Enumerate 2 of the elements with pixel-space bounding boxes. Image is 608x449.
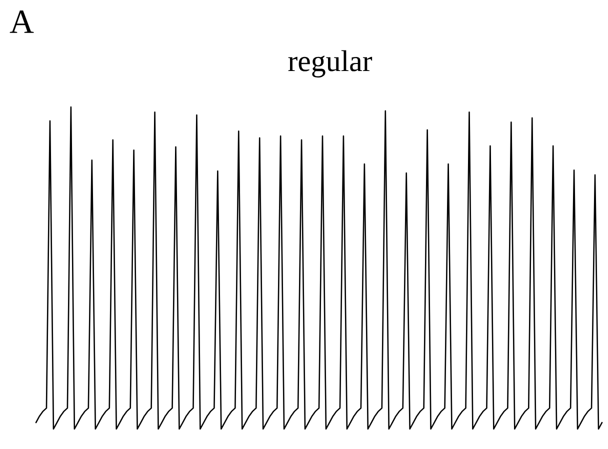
text: A [10,10,34,33]
chart-title: regular [288,50,372,78]
